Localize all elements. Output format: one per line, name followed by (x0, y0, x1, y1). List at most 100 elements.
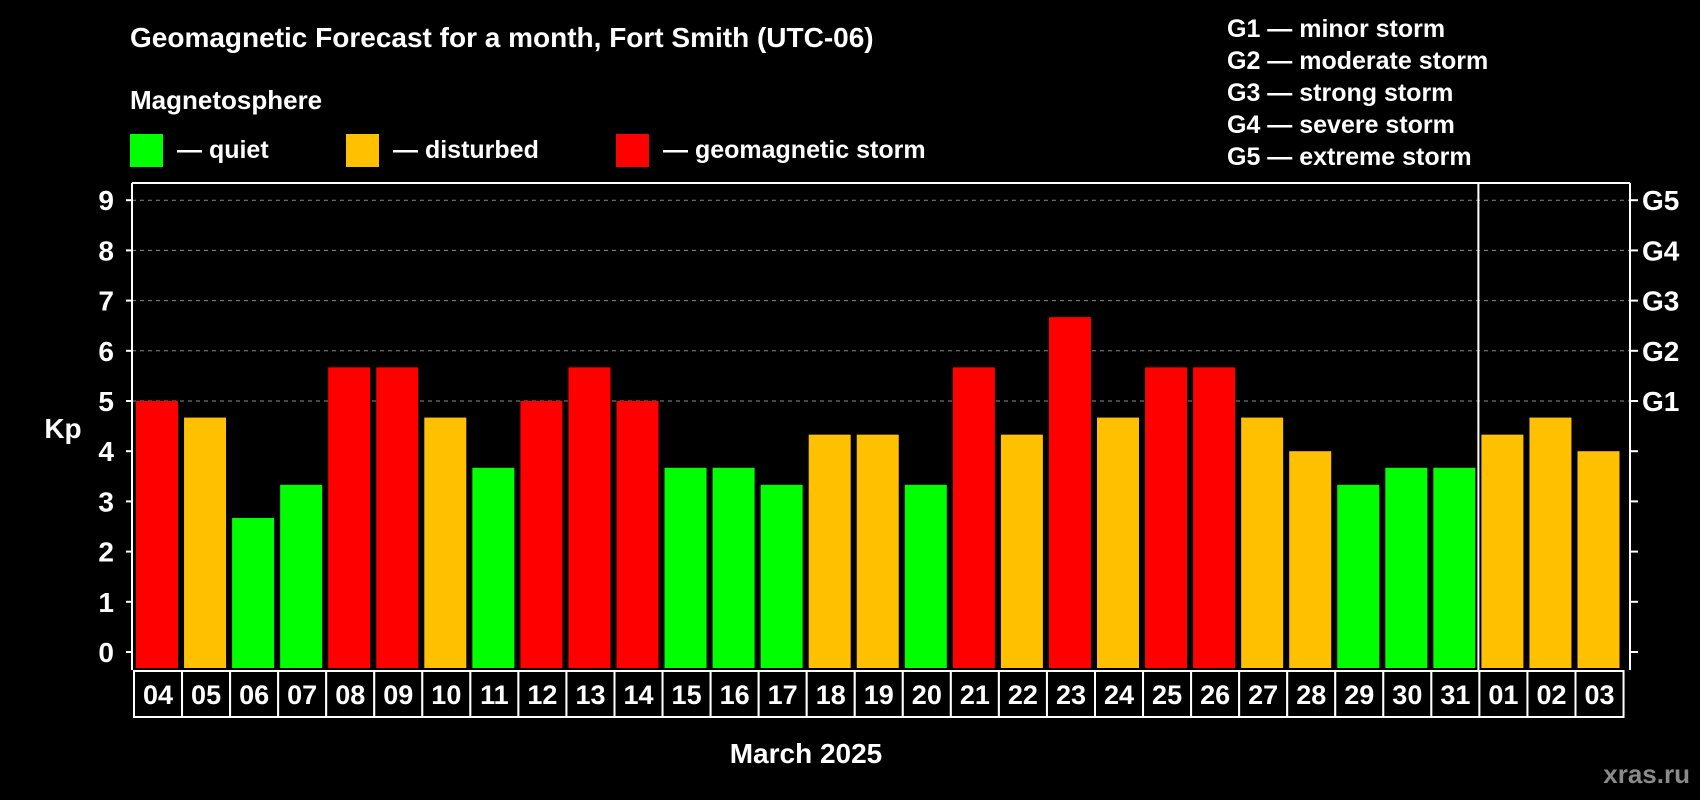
x-tick-label: 01 (1488, 680, 1518, 710)
bar-10 (424, 417, 467, 668)
x-tick-box (325, 670, 376, 718)
x-tick-label: 04 (143, 680, 173, 710)
x-tick-label: 19 (864, 680, 894, 710)
bar-25 (1145, 367, 1188, 668)
right-tick-label: G2 (1642, 336, 1679, 367)
storm-scale-g4: G4 — severe storm (1227, 111, 1455, 139)
x-tick-label: 02 (1536, 680, 1566, 710)
bar-13 (568, 367, 611, 668)
x-tick-label: 17 (768, 680, 798, 710)
bar-14 (616, 401, 659, 668)
bar-01 (1481, 434, 1524, 668)
x-tick-label: 21 (960, 680, 990, 710)
bar-07 (280, 484, 323, 668)
x-tick-label: 24 (1104, 680, 1134, 710)
x-tick-box (517, 670, 568, 718)
x-tick-label: 26 (1200, 680, 1230, 710)
x-tick-labels: 04 05 06 07 08 09 10 11 12 13 14 15 16 17 18 19 20 21 22 23… (133, 670, 1625, 718)
x-tick-label: 29 (1344, 680, 1374, 710)
x-tick-label: 25 (1152, 680, 1182, 710)
y-tick-label: 6 (98, 336, 114, 367)
x-tick-label: 15 (672, 680, 702, 710)
x-tick-label: 06 (239, 680, 269, 710)
bar-19 (856, 434, 899, 668)
x-tick-label: 27 (1248, 680, 1278, 710)
x-tick-box (181, 670, 232, 718)
axes: 0 1 2 3 4 5 6 7 8 9 G1 G2 G3 G4 G5 (98, 182, 1680, 670)
legend-swatch-disturbed (346, 134, 379, 167)
chart-title: Geomagnetic Forecast for a month, Fort S… (130, 22, 874, 53)
bar-11 (472, 467, 515, 668)
x-tick-box (613, 670, 664, 718)
bar-29 (1337, 484, 1380, 668)
legend-label-disturbed: — disturbed (393, 136, 539, 164)
bar-08 (328, 367, 371, 668)
x-tick-label: 13 (575, 680, 605, 710)
bar-02 (1529, 417, 1572, 668)
legend-title: Magnetosphere (130, 85, 322, 115)
y-tick-label: 8 (98, 235, 114, 266)
x-tick-box (1286, 670, 1337, 718)
x-tick-label: 20 (912, 680, 942, 710)
legend: — quiet — disturbed — geomagnetic storm (130, 134, 926, 167)
y-tick-label: 2 (98, 537, 114, 568)
x-tick-box (661, 670, 712, 718)
right-tick-label: G4 (1642, 235, 1680, 266)
x-tick-box (1574, 670, 1625, 718)
x-tick-label: 08 (335, 680, 365, 710)
x-tick-label: 14 (624, 680, 654, 710)
x-tick-box (421, 670, 472, 718)
bar-15 (664, 467, 707, 668)
x-tick-label: 07 (287, 680, 317, 710)
bar-31 (1433, 467, 1476, 668)
x-tick-label: 23 (1056, 680, 1086, 710)
x-tick-label: 28 (1296, 680, 1326, 710)
bar-03 (1577, 451, 1620, 668)
y-tick-label: 9 (98, 185, 114, 216)
x-tick-box (1526, 670, 1577, 718)
y-tick-label: 3 (98, 486, 114, 517)
bar-28 (1289, 451, 1332, 668)
x-tick-label: 11 (480, 680, 509, 710)
x-axis-label: March 2025 (730, 738, 883, 769)
y-tick-label: 5 (98, 386, 114, 417)
bar-24 (1097, 417, 1139, 668)
watermark: xras.ru (1603, 759, 1690, 789)
x-tick-box (1045, 670, 1096, 718)
storm-scale: G1 — minor storm G2 — moderate storm G3 … (1227, 15, 1488, 171)
bars (136, 317, 1620, 668)
x-tick-box (853, 670, 904, 718)
x-tick-label: 18 (816, 680, 846, 710)
y-tick-label: 7 (98, 286, 114, 317)
x-tick-label: 05 (191, 680, 221, 710)
legend-label-storm: — geomagnetic storm (663, 136, 926, 164)
right-tick-label: G1 (1642, 386, 1679, 417)
y-tick-label: 0 (98, 637, 114, 668)
x-tick-label: 22 (1008, 680, 1038, 710)
bar-21 (952, 367, 995, 668)
x-tick-box (901, 670, 952, 718)
x-tick-box (709, 670, 760, 718)
right-tick-label: G3 (1642, 286, 1679, 317)
x-tick-box (565, 670, 616, 718)
x-tick-label: 09 (383, 680, 413, 710)
x-tick-box (133, 670, 184, 718)
legend-swatch-quiet (130, 134, 163, 167)
x-tick-box (1430, 670, 1481, 718)
y-tick-label: 1 (98, 587, 114, 618)
right-tick-label: G5 (1642, 185, 1679, 216)
x-tick-box (1142, 670, 1193, 718)
bar-18 (808, 434, 851, 668)
x-tick-label: 31 (1440, 680, 1470, 710)
x-tick-label: 12 (527, 680, 557, 710)
storm-scale-g3: G3 — strong storm (1227, 79, 1453, 107)
bar-05 (184, 417, 227, 668)
x-tick-label: 30 (1392, 680, 1422, 710)
bar-27 (1241, 417, 1284, 668)
x-tick-box (757, 670, 808, 718)
x-tick-box (1382, 670, 1433, 718)
legend-label-quiet: — quiet (177, 136, 269, 164)
bar-16 (712, 467, 755, 668)
bar-04 (136, 401, 178, 668)
y-axis-label: Kp (44, 413, 81, 444)
